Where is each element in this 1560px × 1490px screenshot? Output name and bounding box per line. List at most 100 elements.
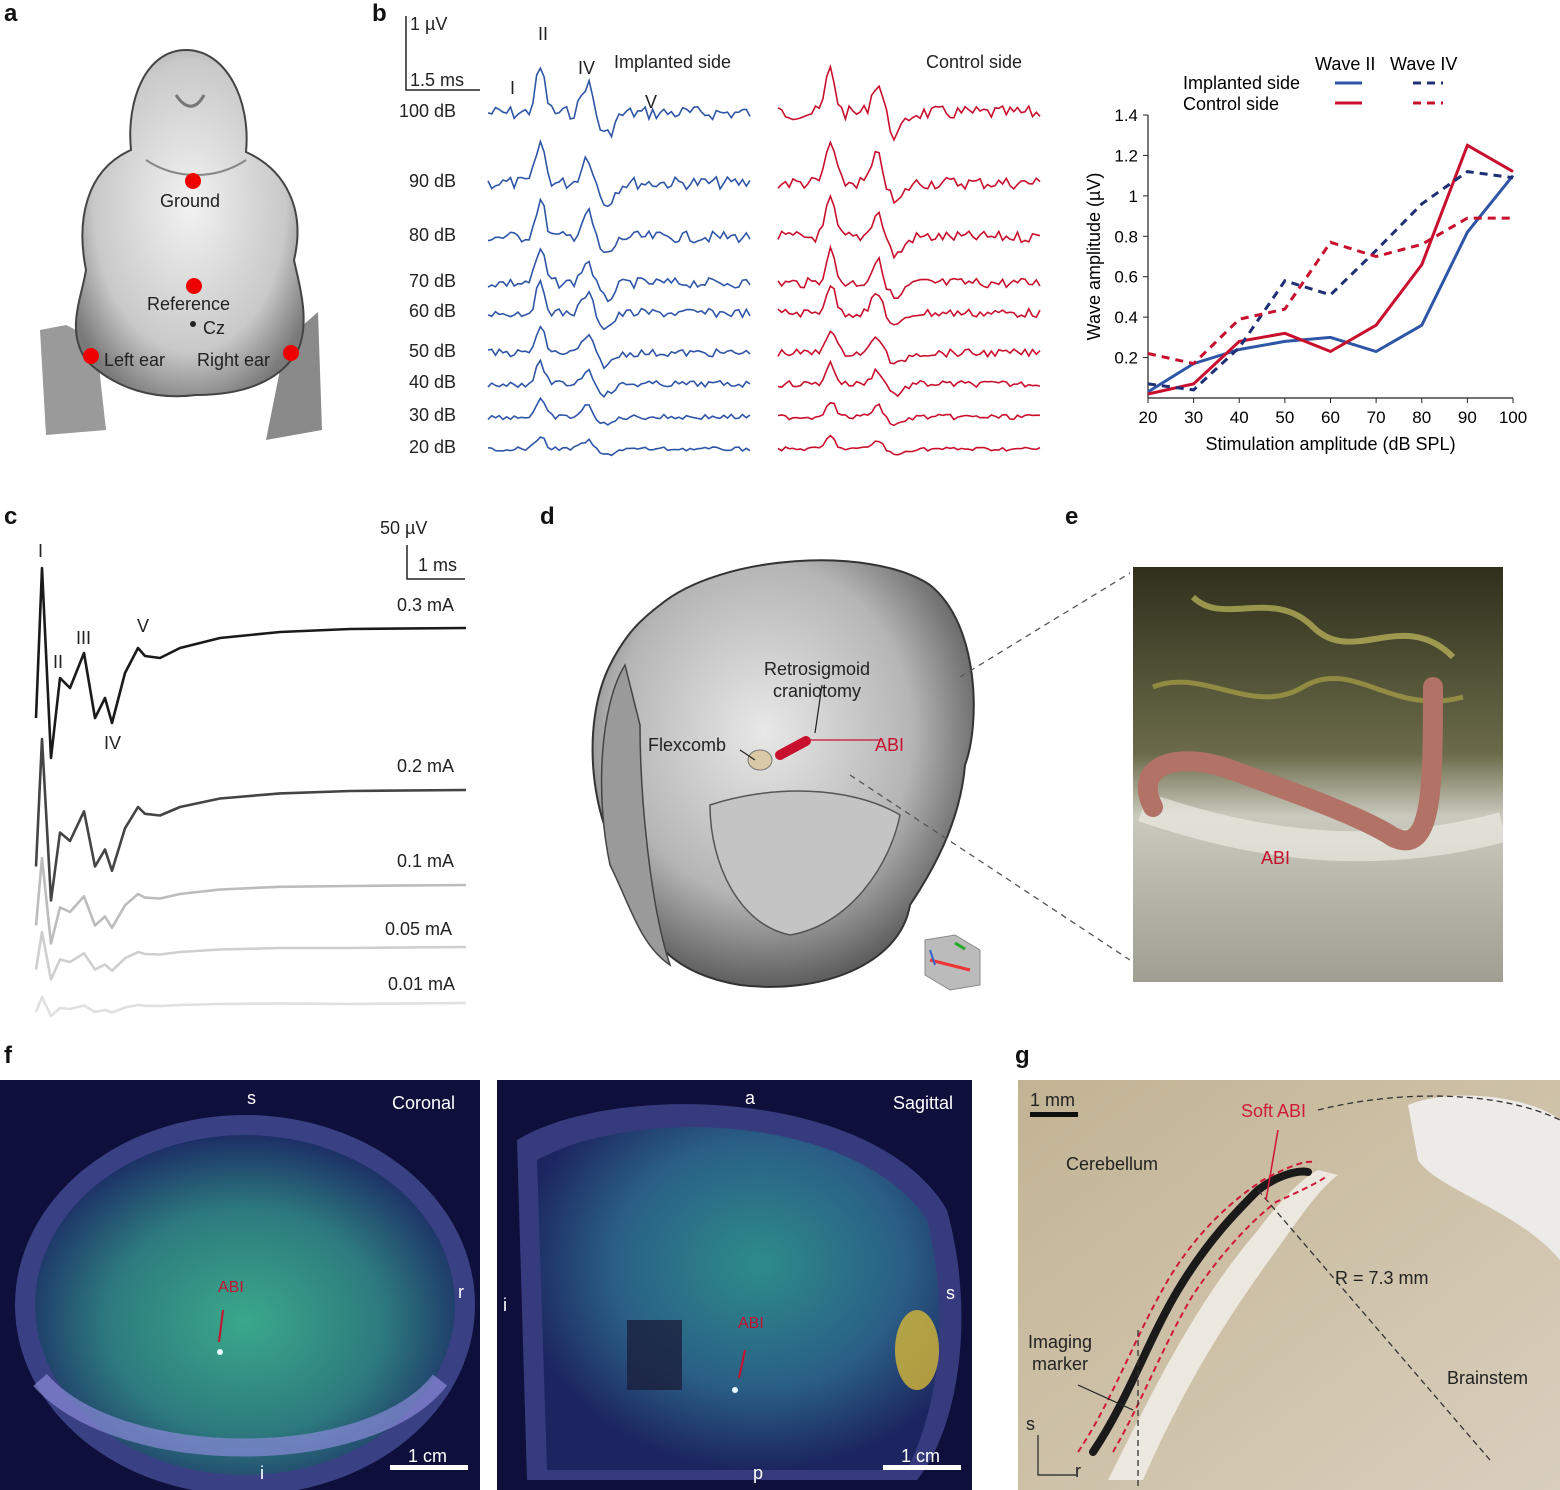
c-scale-voltage: 50 µV: [380, 518, 428, 538]
sagittal-abi-label: ABI: [738, 1315, 764, 1332]
y-tick-label: 0.4: [1114, 308, 1138, 327]
y-tick-label: 0.6: [1114, 268, 1138, 287]
db-level-label: 40 dB: [408, 372, 456, 392]
sagittal-scan: [497, 1080, 972, 1490]
wave-amplitude-chart: 20 30 40 50 60 70 80 90 100 0.2 0.4 0.6 0.8 1 1.2 1.4 St…: [1084, 54, 1527, 454]
b-wave-I: I: [510, 78, 516, 98]
x-tick-label: 50: [1275, 408, 1294, 427]
c-wave-IV: IV: [104, 733, 122, 753]
abr-trace: [777, 359, 1041, 398]
b-scale-time: 1.5 ms: [410, 70, 465, 90]
cz-point: [190, 321, 196, 327]
b-wave-II: II: [538, 24, 549, 44]
abi-label-e: ABI: [1261, 848, 1291, 868]
db-level-label: 60 dB: [408, 301, 456, 321]
x-tick-label: 60: [1321, 408, 1340, 427]
coronal-i: i: [260, 1463, 264, 1483]
coronal-abi-label: ABI: [218, 1279, 244, 1296]
soft-abi-label: Soft ABI: [1241, 1101, 1307, 1121]
db-level-label: 100 dB: [398, 101, 456, 121]
y-axis-label: Wave amplitude (µV): [1084, 173, 1104, 341]
b-scale-voltage: 1 µV: [410, 14, 448, 34]
panel-label-g: g: [1015, 1042, 1030, 1069]
legend-row-control: Control side: [1183, 94, 1279, 114]
x-tick-label: 20: [1139, 408, 1158, 427]
legend-col-wave-ii: Wave II: [1315, 54, 1375, 74]
abr-trace: [777, 193, 1041, 260]
coronal-r: r: [458, 1282, 464, 1302]
abr-trace: [487, 138, 751, 208]
y-tick-label: 0.8: [1114, 227, 1138, 246]
sagittal-i: i: [503, 1295, 507, 1315]
abr-trace: [487, 396, 751, 426]
c-wave-III: III: [76, 628, 92, 648]
sagittal-s: s: [946, 1283, 955, 1303]
x-tick-label: 40: [1230, 408, 1249, 427]
left-ear-electrode: [83, 348, 99, 364]
legend-col-wave-iv: Wave IV: [1390, 54, 1457, 74]
abr-trace: [487, 66, 751, 139]
abr-trace: [777, 402, 1041, 427]
series-line: [1147, 143, 1514, 396]
panel-label-f: f: [4, 1042, 12, 1069]
scale-bar-b: [405, 16, 480, 91]
eabr-trace: [34, 856, 467, 945]
legend-row-implanted: Implanted side: [1183, 73, 1300, 93]
coronal-s: s: [247, 1088, 256, 1108]
reference-label: Reference: [147, 294, 231, 314]
radius-label: R = 7.3 mm: [1335, 1268, 1429, 1288]
abr-trace: [487, 197, 751, 254]
c-wave-I: I: [38, 541, 44, 561]
panel-label-c: c: [4, 503, 18, 530]
sagittal-view-label: Sagittal: [893, 1093, 954, 1113]
db-level-label: 20 dB: [408, 437, 456, 457]
cerebellum-label: Cerebellum: [1066, 1154, 1159, 1174]
y-tick-label: 1.2: [1114, 146, 1138, 165]
imaging-marker-label: Imaging marker: [1028, 1332, 1093, 1374]
x-axis-label: Stimulation amplitude (dB SPL): [1205, 434, 1455, 454]
y-tick-label: 1: [1129, 187, 1138, 206]
db-level-label: 90 dB: [408, 171, 456, 191]
brainstem-label: Brainstem: [1447, 1368, 1529, 1388]
y-tick-label: 0.2: [1114, 349, 1138, 368]
skull-top-view: [40, 48, 322, 440]
db-level-label: 80 dB: [408, 225, 456, 245]
db-level-label: 70 dB: [408, 271, 456, 291]
ground-electrode: [185, 173, 201, 189]
db-level-label: 50 dB: [408, 341, 456, 361]
abr-trace: [777, 434, 1041, 456]
coronal-scan: [0, 1080, 480, 1490]
series-line: [1147, 216, 1513, 366]
x-tick-label: 70: [1367, 408, 1386, 427]
g-scale: 1 mm: [1030, 1090, 1075, 1110]
abi-closeup-render: [1133, 567, 1503, 982]
coronal-view-label: Coronal: [392, 1093, 456, 1113]
abi-label-d: ABI: [875, 735, 905, 755]
right-ear-electrode: [283, 345, 299, 361]
eabr-trace: [34, 737, 467, 902]
c-wave-II: II: [53, 652, 64, 672]
orientation-cube-icon: [924, 934, 981, 991]
implanted-side-title: Implanted side: [614, 52, 732, 72]
reference-electrode: [186, 278, 202, 294]
skull-3d-render: [591, 559, 1130, 991]
abr-trace: [777, 244, 1041, 299]
g-axis-r: r: [1075, 1461, 1081, 1481]
right-ear-label: Right ear: [197, 350, 271, 370]
eabr-trace: [34, 930, 467, 981]
control-side-title: Control side: [926, 52, 1023, 72]
g-axis-s: s: [1026, 1414, 1035, 1434]
c-scale-time: 1 ms: [418, 555, 458, 575]
abr-trace: [777, 140, 1041, 205]
eabr-trace: [34, 566, 467, 760]
abr-trace: [487, 278, 751, 331]
abr-trace: [777, 63, 1041, 142]
ground-label: Ground: [160, 191, 221, 211]
control-traces: [777, 63, 1041, 456]
abr-traces: [405, 16, 1041, 457]
x-tick-label: 100: [1499, 408, 1527, 427]
abr-trace: [487, 247, 751, 303]
implanted-traces: [487, 66, 751, 457]
coronal-scale: 1 cm: [408, 1446, 448, 1466]
